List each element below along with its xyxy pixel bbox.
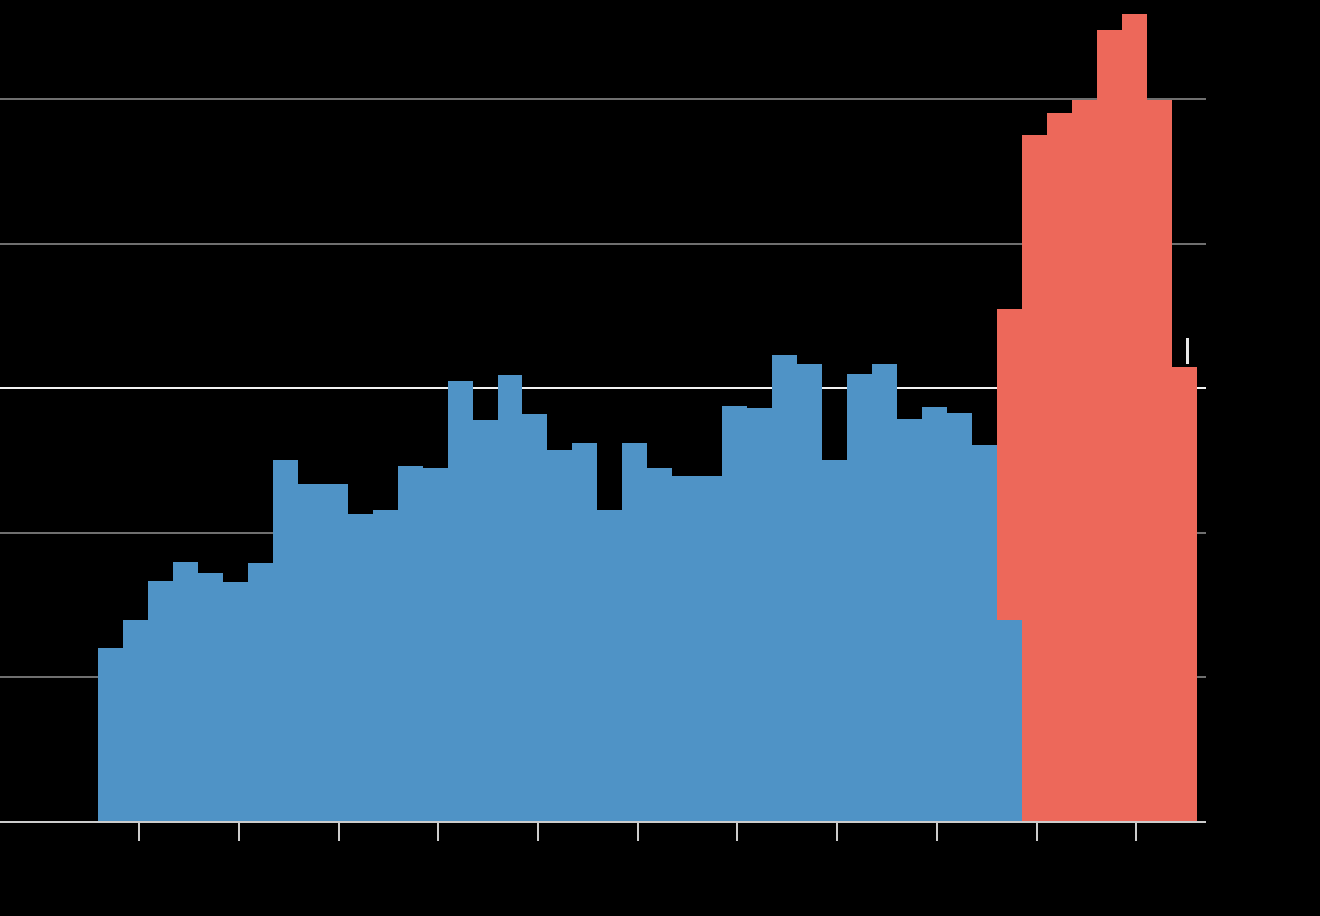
histogram-bar-blue-histogram xyxy=(997,620,1022,822)
x-axis-line xyxy=(0,821,1206,823)
histogram-bar-blue-histogram xyxy=(647,468,672,822)
histogram-bar-blue-histogram xyxy=(373,510,398,822)
histogram-bar-blue-histogram xyxy=(348,514,373,822)
histogram-bar-red-histogram xyxy=(1122,14,1147,822)
histogram-bar-blue-histogram xyxy=(173,562,198,822)
histogram-bar-blue-histogram xyxy=(198,573,223,822)
histogram-bar-red-histogram xyxy=(1097,30,1122,822)
histogram-bar-blue-histogram xyxy=(822,460,847,822)
histogram-bar-blue-histogram xyxy=(972,445,997,822)
histogram-bar-blue-histogram xyxy=(273,460,298,822)
histogram-bar-blue-histogram xyxy=(522,414,547,822)
histogram-bar-blue-histogram xyxy=(148,581,173,822)
histogram-bar-red-histogram xyxy=(1022,135,1047,822)
histogram-bar-red-histogram xyxy=(1147,100,1172,822)
histogram-bar-blue-histogram xyxy=(772,355,797,822)
histogram-bar-blue-histogram xyxy=(672,476,697,822)
x-axis-tick xyxy=(238,823,240,841)
histogram-bar-blue-histogram xyxy=(622,443,647,822)
histogram-bar-blue-histogram xyxy=(123,620,148,822)
x-axis-tick xyxy=(537,823,539,841)
x-axis-tick xyxy=(836,823,838,841)
histogram-bar-blue-histogram xyxy=(722,406,747,822)
gridline xyxy=(0,98,1206,100)
x-axis-tick xyxy=(936,823,938,841)
histogram-bar-blue-histogram xyxy=(323,484,348,822)
x-axis-tick xyxy=(437,823,439,841)
whisker-marker xyxy=(1186,338,1189,364)
histogram-bar-blue-histogram xyxy=(747,408,772,822)
histogram-bar-blue-histogram xyxy=(897,419,922,822)
histogram-bar-blue-histogram xyxy=(248,563,273,822)
histogram-bar-red-histogram xyxy=(1047,113,1072,822)
histogram-bar-blue-histogram xyxy=(847,374,872,822)
x-axis-tick xyxy=(736,823,738,841)
histogram-bar-blue-histogram xyxy=(223,582,248,822)
x-axis-tick xyxy=(338,823,340,841)
histogram-bar-red-histogram xyxy=(1072,100,1097,822)
reference-line xyxy=(0,387,1206,389)
x-axis-tick xyxy=(1135,823,1137,841)
histogram-bar-blue-histogram xyxy=(572,443,597,822)
gridline xyxy=(0,243,1206,245)
x-axis-tick xyxy=(138,823,140,841)
histogram-bar-blue-histogram xyxy=(398,466,423,822)
histogram-bar-blue-histogram xyxy=(98,648,123,822)
histogram-bar-blue-histogram xyxy=(872,364,897,822)
histogram-bar-blue-histogram xyxy=(298,484,323,822)
histogram-bar-blue-histogram xyxy=(498,375,522,822)
x-axis-tick xyxy=(1036,823,1038,841)
x-axis-tick xyxy=(637,823,639,841)
histogram-bar-blue-histogram xyxy=(547,450,572,822)
histogram-bar-blue-histogram xyxy=(797,364,822,822)
histogram-bar-red-histogram xyxy=(1172,367,1197,822)
histogram-bar-blue-histogram xyxy=(423,468,448,822)
histogram-bar-blue-histogram xyxy=(448,381,473,822)
histogram-bar-blue-histogram xyxy=(697,476,722,822)
histogram-bar-blue-histogram xyxy=(473,420,498,822)
histogram-bar-blue-histogram xyxy=(922,407,947,822)
histogram-bar-blue-histogram xyxy=(597,510,622,822)
histogram-bar-blue-histogram xyxy=(947,413,972,822)
